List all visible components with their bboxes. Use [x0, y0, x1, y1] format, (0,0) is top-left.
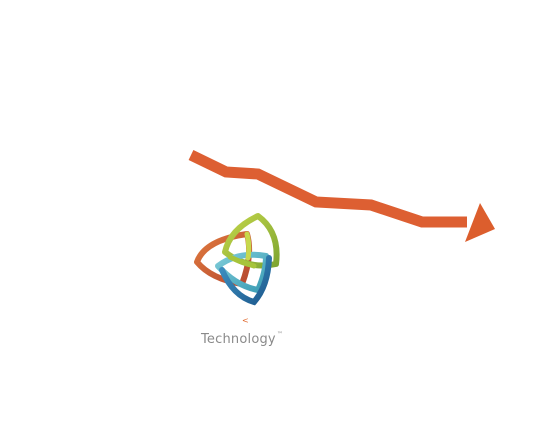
- green-inner-band: [227, 254, 257, 269]
- logo-caption: Technology™: [201, 331, 283, 347]
- blue-loop: [219, 255, 272, 306]
- trademark-symbol: ™: [276, 331, 284, 338]
- interlocking-triangles-icon: [194, 213, 280, 306]
- logo-mark-glyph: <: [242, 316, 249, 325]
- downward-trend-arrow-icon: [188, 150, 495, 242]
- logo-caption-text: Technology: [201, 332, 276, 347]
- arrow-head: [465, 203, 495, 242]
- green-overlap: [244, 231, 252, 261]
- teal-loop: [215, 251, 269, 293]
- trend-line: [188, 150, 467, 228]
